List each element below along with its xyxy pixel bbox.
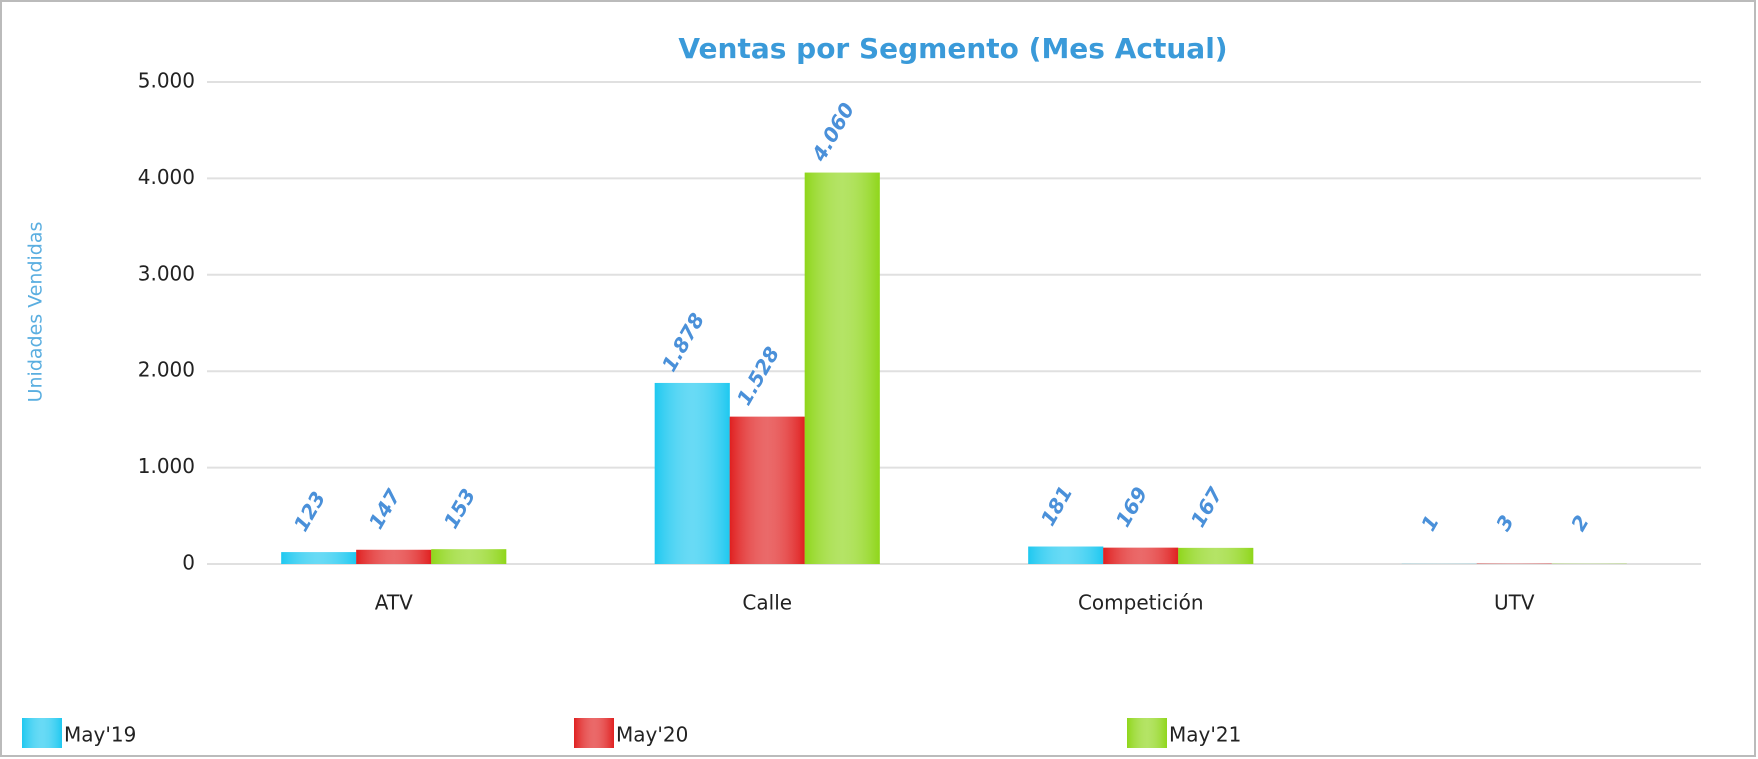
bar-shine xyxy=(804,172,880,564)
x-tick-label: UTV xyxy=(1494,591,1535,615)
y-tick-label: 4.000 xyxy=(138,165,195,189)
legend-swatch-shine xyxy=(1127,718,1167,748)
legend-label: May'21 xyxy=(1169,723,1241,747)
legend-label: May'20 xyxy=(616,723,688,747)
x-tick-label: ATV xyxy=(375,591,413,615)
y-tick-label: 3.000 xyxy=(138,261,195,285)
y-tick-label: 0 xyxy=(182,551,195,575)
legend-label: May'19 xyxy=(64,723,136,747)
bar-shine xyxy=(431,549,507,564)
bar-shine xyxy=(1028,546,1104,564)
y-tick-label: 5.000 xyxy=(138,69,195,93)
bar-shine xyxy=(1103,547,1179,564)
y-axis-title: Unidades Vendidas xyxy=(25,222,47,403)
x-tick-label: Competición xyxy=(1078,591,1204,615)
y-tick-label: 1.000 xyxy=(138,454,195,478)
bar-shine xyxy=(654,382,730,564)
bar-shine xyxy=(729,416,805,564)
bar-shine xyxy=(356,549,432,564)
x-tick-label: Calle xyxy=(742,591,792,615)
y-tick-label: 2.000 xyxy=(138,358,195,382)
bar-shine xyxy=(281,552,357,564)
bar-shine xyxy=(1178,547,1254,564)
legend-swatch-shine xyxy=(574,718,614,748)
legend-swatch-shine xyxy=(22,718,62,748)
chart-title: Ventas por Segmento (Mes Actual) xyxy=(678,32,1227,65)
